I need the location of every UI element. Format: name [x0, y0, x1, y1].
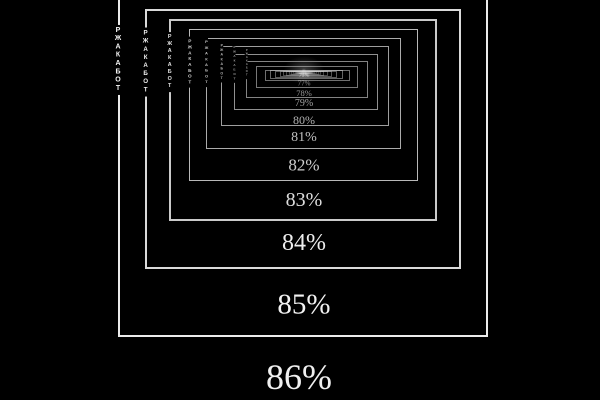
zoom-percentage-label: 72% — [301, 71, 307, 76]
nested-frame — [270, 70, 344, 80]
zoom-percentage-label: 65% — [302, 71, 306, 73]
zoom-percentage-label: 68% — [302, 72, 306, 74]
zoom-percentage-label: 74% — [300, 71, 308, 77]
zoom-percentage-label: 75% — [299, 72, 309, 79]
vertical-watermark-text: РЖАКАБОТ — [219, 41, 224, 83]
nested-frame — [293, 71, 317, 75]
vertical-watermark-text: РЖАКАБОТ — [232, 42, 237, 84]
nested-frame — [264, 70, 350, 81]
zoom-percentage-label: 67% — [302, 71, 306, 73]
zoom-percentage-label-root: 86% — [266, 357, 332, 397]
nested-frame — [169, 19, 437, 221]
zoom-percentage-label: 62% — [302, 70, 306, 72]
nested-frame — [221, 46, 389, 126]
zoom-percentage-label: 83% — [285, 189, 323, 211]
zoom-percentage-label: 79% — [294, 97, 314, 109]
nested-frame — [275, 70, 338, 79]
zoom-percentage-label: 64% — [302, 70, 306, 72]
zoom-percentage-label: 70% — [301, 72, 307, 75]
vertical-watermark-text: РЖАКАБОТ — [166, 32, 173, 92]
zoom-percentage-label: 82% — [288, 155, 320, 175]
nested-frame — [118, 0, 488, 337]
nested-frame — [279, 70, 333, 78]
zoom-percentage-label: 63% — [302, 70, 306, 72]
zoom-percentage-label: 84% — [282, 230, 326, 256]
zoom-percentage-label: 66% — [302, 71, 306, 73]
zoom-percentage-label: 77% — [297, 79, 311, 87]
nested-frame — [246, 61, 368, 98]
zoom-percentage-label: 78% — [296, 87, 312, 98]
zoom-percentage-label: 73% — [300, 71, 308, 76]
zoom-percentage-label: 85% — [277, 288, 331, 321]
nested-frame — [145, 9, 461, 269]
vertical-watermark-text: РЖАКАБОТ — [244, 47, 249, 79]
nested-frame — [189, 29, 418, 181]
nested-frame — [296, 71, 314, 74]
nested-frame — [256, 66, 358, 88]
nested-frame — [286, 71, 325, 76]
nested-frame — [291, 71, 319, 75]
nested-frame — [299, 71, 310, 74]
vertical-watermark-text: РЖАКАБОТ — [114, 24, 122, 96]
vertical-watermark-text: РЖАКАБОТ — [186, 36, 193, 88]
nested-frame — [289, 71, 322, 76]
zoom-percentage-label: 80% — [293, 112, 315, 127]
vertical-watermark-text: РЖАКАБОТ — [141, 27, 150, 97]
nested-frame — [297, 71, 312, 74]
nested-frame — [299, 71, 309, 74]
vertical-watermark-text: РЖАКАБОТ — [204, 37, 209, 87]
zoom-percentage-label: 81% — [291, 130, 317, 145]
nested-frame — [283, 70, 328, 77]
zoom-percentage-label: 71% — [301, 71, 307, 75]
nested-frame — [298, 71, 311, 74]
nested-frame — [294, 71, 315, 74]
zoom-percentage-label: 76% — [298, 73, 310, 79]
nested-frame — [206, 38, 401, 149]
zoom-percentage-label: 69% — [302, 71, 306, 74]
